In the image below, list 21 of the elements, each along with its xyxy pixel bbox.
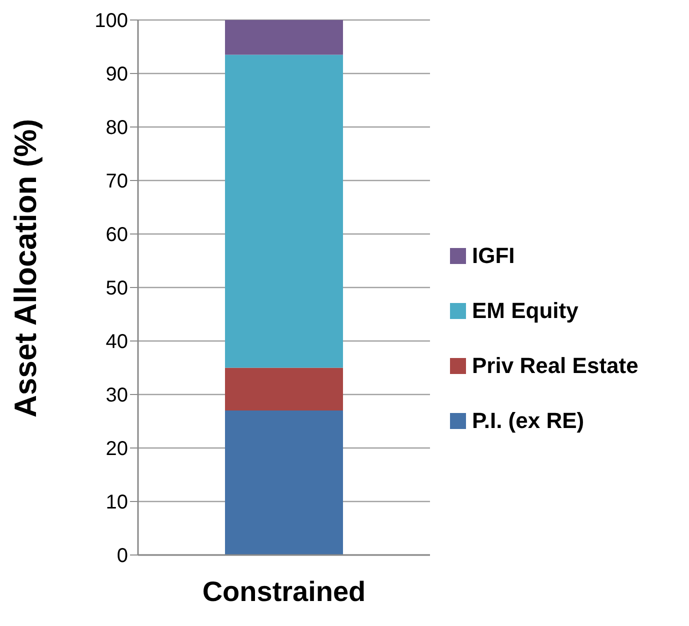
y-tick-label: 80 — [106, 117, 128, 140]
y-axis-title: Asset Allocation (%) — [8, 118, 44, 418]
legend-label: P.I. (ex RE) — [472, 408, 584, 434]
y-tick-label: 20 — [106, 438, 128, 460]
y-tick-label: 90 — [106, 64, 128, 86]
bar — [225, 54, 343, 368]
y-tick-label: 50 — [106, 278, 128, 300]
y-tick-label: 0 — [116, 545, 128, 568]
x-tick-label: Constrained — [202, 576, 366, 607]
y-tick-label: 40 — [106, 331, 128, 354]
bar — [225, 368, 343, 411]
bar — [225, 20, 343, 55]
y-tick-label: 30 — [106, 384, 128, 407]
y-tick-label: 100 — [94, 10, 128, 32]
y-tick-label: 10 — [106, 492, 128, 514]
y-tick-label: 70 — [106, 170, 128, 193]
y-tick-label: 60 — [106, 224, 128, 246]
legend-label: EM Equity — [472, 298, 578, 324]
legend-label: IGFI — [472, 242, 515, 268]
bar — [225, 410, 343, 555]
legend-label: Priv Real Estate — [472, 352, 638, 378]
